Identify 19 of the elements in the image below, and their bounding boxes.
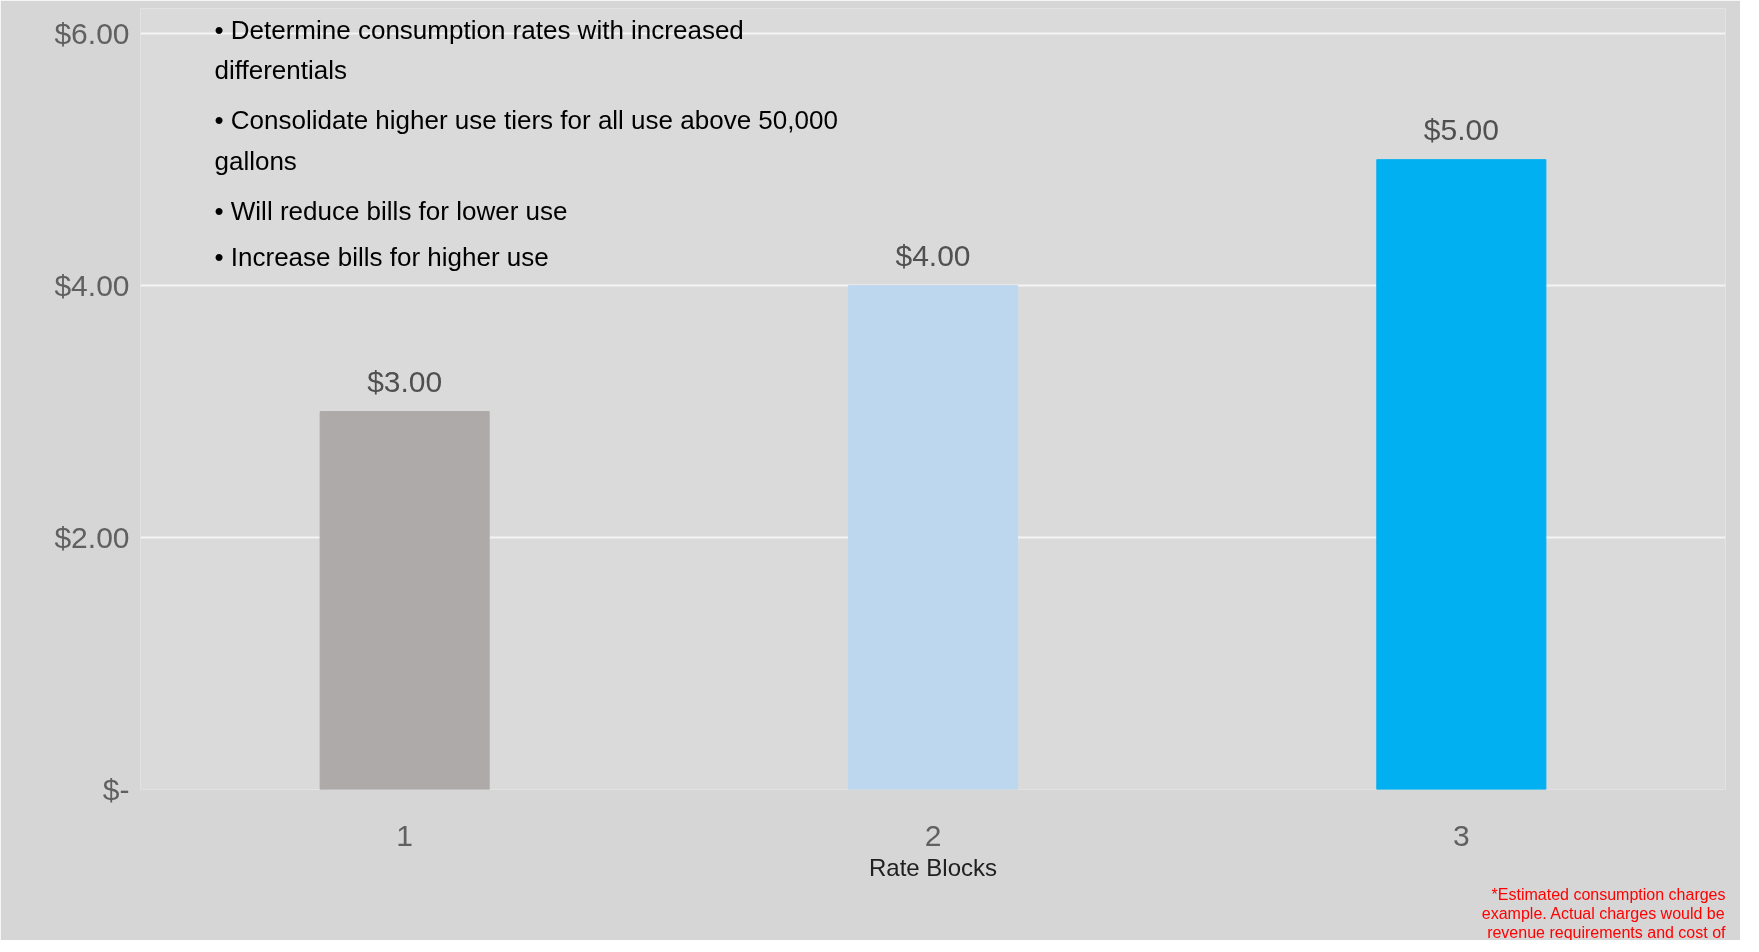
x-tick-label: 2 (924, 818, 942, 852)
y-tick-label: $2.00 (54, 521, 130, 555)
bar (1376, 159, 1547, 790)
y-tick-label: $- (102, 773, 130, 806)
text: *Estimated consumption charges example. Actual charges would be revenue requirements and cost of (1481, 885, 1727, 941)
annotation: • Determine consumption rates with increased differentials (214, 14, 744, 86)
bar (847, 285, 1019, 790)
y-tick-label: $4.00 (54, 269, 130, 303)
data-label: $4.00 (895, 238, 971, 272)
annotation: • Consolidate higher use tiers for all use above 50,000 gallons (214, 105, 838, 176)
x-tick-label: 1 (396, 818, 414, 852)
y-tick-label: $6.00 (54, 17, 130, 51)
x-axis-title: Rate Blocks (868, 853, 998, 881)
data-label: $3.00 (367, 364, 443, 398)
data-label: $5.00 (1423, 112, 1499, 146)
annotation: • Will reduce bills for lower use (214, 196, 568, 227)
x-tick-label: 3 (1452, 818, 1470, 852)
bar (319, 411, 490, 790)
annotation: • Increase bills for higher use (214, 241, 549, 272)
